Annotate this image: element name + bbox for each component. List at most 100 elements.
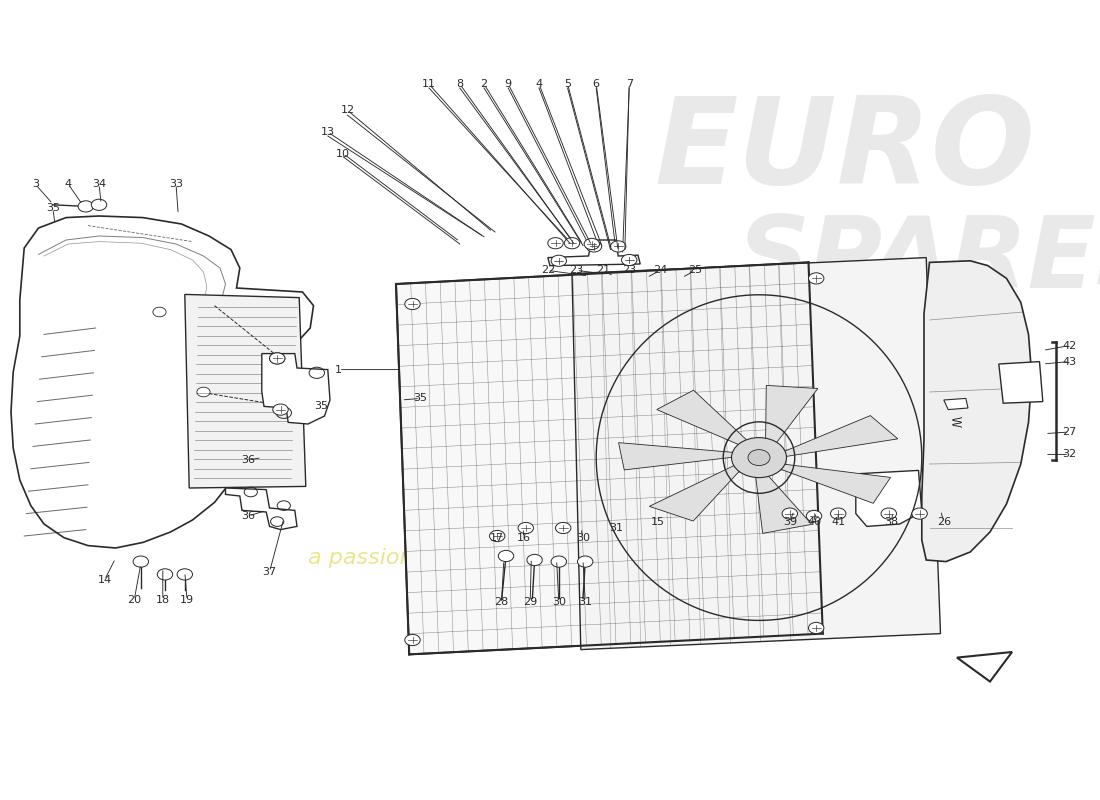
Circle shape [782, 508, 797, 519]
Polygon shape [779, 415, 898, 458]
Circle shape [732, 438, 786, 478]
Text: 2: 2 [481, 79, 487, 89]
Polygon shape [771, 464, 891, 503]
Text: 9: 9 [505, 79, 512, 89]
Text: 14: 14 [98, 575, 111, 585]
Text: 25: 25 [689, 266, 702, 275]
Circle shape [405, 634, 420, 646]
Circle shape [490, 530, 505, 542]
Text: 7: 7 [626, 79, 632, 89]
Polygon shape [944, 398, 968, 410]
Circle shape [586, 241, 602, 252]
Text: 5: 5 [564, 79, 571, 89]
Text: 35: 35 [46, 203, 59, 213]
Text: 40: 40 [807, 517, 821, 526]
Text: 41: 41 [832, 517, 845, 526]
Polygon shape [922, 261, 1032, 562]
Circle shape [527, 554, 542, 566]
Circle shape [881, 508, 896, 519]
Text: 35: 35 [315, 402, 328, 411]
Circle shape [177, 569, 192, 580]
Circle shape [912, 508, 927, 519]
Circle shape [578, 556, 593, 567]
Circle shape [556, 522, 571, 534]
Text: 1085: 1085 [902, 429, 1002, 463]
Circle shape [584, 238, 600, 250]
Text: 38: 38 [884, 517, 898, 526]
Text: 16: 16 [517, 533, 530, 542]
Polygon shape [957, 652, 1012, 682]
Text: 34: 34 [92, 179, 106, 189]
Circle shape [157, 569, 173, 580]
Circle shape [621, 254, 637, 266]
Circle shape [78, 201, 94, 212]
Text: 35: 35 [414, 394, 427, 403]
Polygon shape [262, 354, 330, 424]
Text: a passion for parts: a passion for parts [308, 548, 516, 568]
Circle shape [564, 238, 580, 249]
Text: 1: 1 [336, 365, 342, 374]
Circle shape [498, 550, 514, 562]
Polygon shape [766, 386, 817, 450]
Polygon shape [999, 362, 1043, 403]
Text: 4: 4 [65, 179, 72, 189]
Text: 18: 18 [156, 595, 169, 605]
Circle shape [133, 556, 148, 567]
Text: 22: 22 [541, 266, 554, 275]
Text: 42: 42 [1063, 341, 1076, 350]
Text: 12: 12 [341, 106, 354, 115]
Circle shape [518, 522, 534, 534]
Text: 26: 26 [937, 517, 950, 526]
Text: 36: 36 [242, 455, 255, 465]
Circle shape [830, 508, 846, 519]
Polygon shape [856, 470, 922, 526]
Text: 19: 19 [180, 595, 194, 605]
Polygon shape [548, 240, 640, 266]
Text: 31: 31 [579, 597, 592, 606]
Text: 13: 13 [321, 127, 334, 137]
Text: 11: 11 [422, 79, 436, 89]
Text: 36: 36 [242, 511, 255, 521]
Circle shape [548, 238, 563, 249]
Circle shape [551, 556, 566, 567]
Polygon shape [572, 258, 940, 650]
Circle shape [806, 510, 822, 522]
Text: 20: 20 [128, 595, 141, 605]
Text: EURO: EURO [654, 92, 1035, 209]
Text: 23: 23 [623, 266, 636, 275]
Circle shape [610, 241, 626, 252]
Text: 30: 30 [552, 597, 565, 606]
Polygon shape [657, 390, 755, 447]
Text: 31: 31 [609, 523, 623, 533]
Circle shape [405, 298, 420, 310]
Text: 30: 30 [576, 533, 590, 542]
Polygon shape [755, 468, 812, 534]
Circle shape [551, 255, 566, 266]
Circle shape [273, 404, 288, 415]
Text: 8: 8 [456, 79, 463, 89]
Text: 28: 28 [495, 597, 508, 606]
Polygon shape [226, 488, 297, 530]
Polygon shape [11, 216, 313, 548]
Text: 10: 10 [337, 149, 350, 158]
Text: 37: 37 [263, 567, 276, 577]
Text: 24: 24 [653, 266, 667, 275]
Circle shape [808, 622, 824, 634]
Circle shape [197, 387, 210, 397]
Text: 3: 3 [32, 179, 39, 189]
Circle shape [153, 307, 166, 317]
Text: 32: 32 [1063, 450, 1076, 459]
Circle shape [270, 353, 285, 364]
Text: 39: 39 [783, 517, 796, 526]
Circle shape [808, 273, 824, 284]
Polygon shape [649, 462, 743, 521]
Text: 43: 43 [1063, 357, 1076, 366]
Text: 6: 6 [593, 79, 600, 89]
Circle shape [748, 450, 770, 466]
Text: 15: 15 [651, 517, 664, 526]
Polygon shape [185, 294, 306, 488]
Text: 21: 21 [596, 266, 609, 275]
Text: 23: 23 [570, 266, 583, 275]
Text: 17: 17 [491, 533, 504, 542]
Text: SPARES: SPARES [737, 212, 1100, 309]
